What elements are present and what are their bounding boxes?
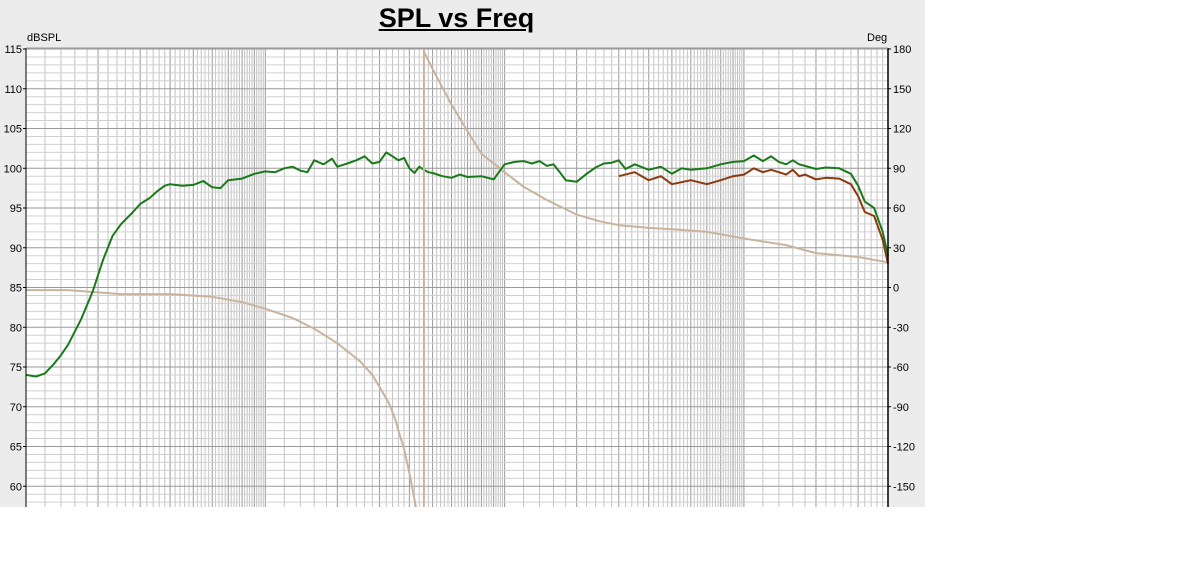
spl-freq-plot: 115 110 105 100 95 90 85 80 75 70 65 60 180 150 120 90 6… [4,44,915,507]
series-line-0 [26,289,417,507]
y-tick-label-1: 110 [4,84,22,96]
y2-tick-label-3: 90 [893,163,905,175]
series-line-1 [423,51,889,264]
series-line-3 [25,151,889,378]
y-tick-label-3: 100 [4,163,22,175]
y-tick-label-0: 115 [4,44,22,56]
y2-tick-label-6: 0 [893,283,899,295]
y2-tick-label-1: 150 [893,84,911,96]
y-tick-label-9: 70 [10,402,22,414]
y2-tick-label-10: -120 [893,442,915,454]
y-tick-label-7: 80 [10,322,22,334]
y-tick-label-10: 65 [10,442,22,454]
y-tick-label-6: 85 [10,283,22,295]
y-tick-label-8: 75 [10,362,22,374]
y2-tick-label-11: -150 [893,481,915,493]
right-axis-unit: Deg [867,32,888,44]
series-line-2 [618,167,889,264]
tick-layer: 115 110 105 100 95 90 85 80 75 70 65 60 180 150 120 90 6… [4,44,915,493]
y-tick-label-11: 60 [10,481,22,493]
y2-tick-label-5: 30 [893,243,905,255]
y-tick-label-5: 90 [10,243,22,255]
chart-title: SPL vs Freq [378,3,535,33]
y2-tick-label-9: -90 [893,402,909,414]
y2-tick-label-7: -30 [893,322,909,334]
y-tick-label-2: 105 [4,124,22,136]
y2-tick-label-4: 60 [893,203,905,215]
y2-tick-label-8: -60 [893,362,909,374]
left-axis-unit: dBSPL [27,32,62,44]
series-layer [25,49,889,507]
y2-tick-label-0: 180 [893,44,911,56]
y2-tick-label-2: 120 [893,124,911,136]
y-tick-label-4: 95 [10,203,22,215]
